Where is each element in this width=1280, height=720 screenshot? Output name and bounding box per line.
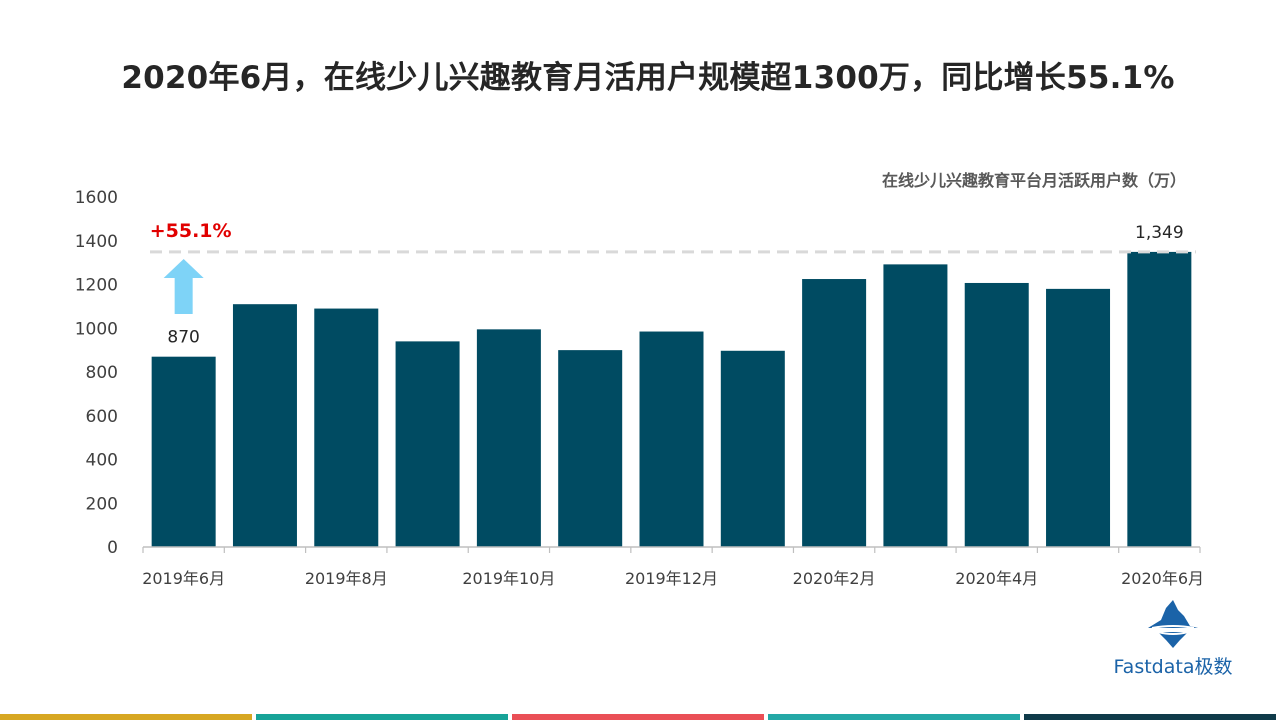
x-tick-label: 2019年6月 <box>142 569 225 588</box>
bar <box>639 331 704 547</box>
brand-logo-text: Fastdata极数 <box>1113 656 1233 678</box>
y-tick-label: 1200 <box>75 276 118 296</box>
strip-segment <box>1024 714 1276 720</box>
iceberg-logo-icon <box>1148 600 1198 648</box>
x-tick-label: 2020年4月 <box>955 569 1038 588</box>
bar <box>476 329 541 547</box>
bar <box>1127 251 1192 547</box>
brand-logo: Fastdata极数 <box>1098 596 1248 686</box>
bar <box>883 264 948 547</box>
y-tick-label: 1400 <box>75 232 118 252</box>
labels-group: 在线少儿兴趣教育平台月活跃用户数（万） 870 1,349 +55.1% <box>150 171 1196 348</box>
strip-segment <box>0 714 252 720</box>
bar <box>1046 288 1111 547</box>
x-tick-label: 2020年6月 <box>1121 569 1204 588</box>
y-tick-label: 400 <box>86 451 118 471</box>
bar <box>720 350 785 547</box>
y-tick-label: 0 <box>107 538 118 558</box>
bar <box>558 350 623 547</box>
strip-segment <box>512 714 764 720</box>
x-tick-label: 2019年12月 <box>625 569 718 588</box>
x-tick-label: 2019年10月 <box>462 569 555 588</box>
growth-arrow-icon <box>163 259 204 314</box>
data-label: 870 <box>167 328 199 348</box>
data-label: 1,349 <box>1135 223 1184 243</box>
x-tick-label: 2019年8月 <box>305 569 388 588</box>
bar <box>232 304 297 547</box>
strip-segment <box>768 714 1020 720</box>
growth-annotation: +55.1% <box>150 220 232 242</box>
bars-group <box>151 251 1192 547</box>
page-title: 2020年6月，在线少儿兴趣教育月活用户规模超1300万，同比增长55.1% <box>121 60 1175 96</box>
x-tick-label: 2020年2月 <box>793 569 876 588</box>
bar <box>964 282 1029 547</box>
bar <box>151 356 216 547</box>
y-tick-label: 200 <box>86 494 118 514</box>
y-tick-label: 1000 <box>75 319 118 339</box>
bar <box>395 341 460 547</box>
chart-title: 在线少儿兴趣教育平台月活跃用户数（万） <box>882 171 1186 190</box>
strip-segment <box>256 714 508 720</box>
bottom-color-strip <box>0 714 1280 720</box>
y-tick-label: 600 <box>86 407 118 427</box>
bar <box>314 308 379 547</box>
y-tick-label: 1600 <box>75 188 118 208</box>
axes-group: 0 200 400 600 800 1000 1200 1400 1600 2019年6月 2019… <box>75 188 1204 588</box>
y-tick-label: 800 <box>86 363 118 383</box>
bar <box>802 279 867 547</box>
